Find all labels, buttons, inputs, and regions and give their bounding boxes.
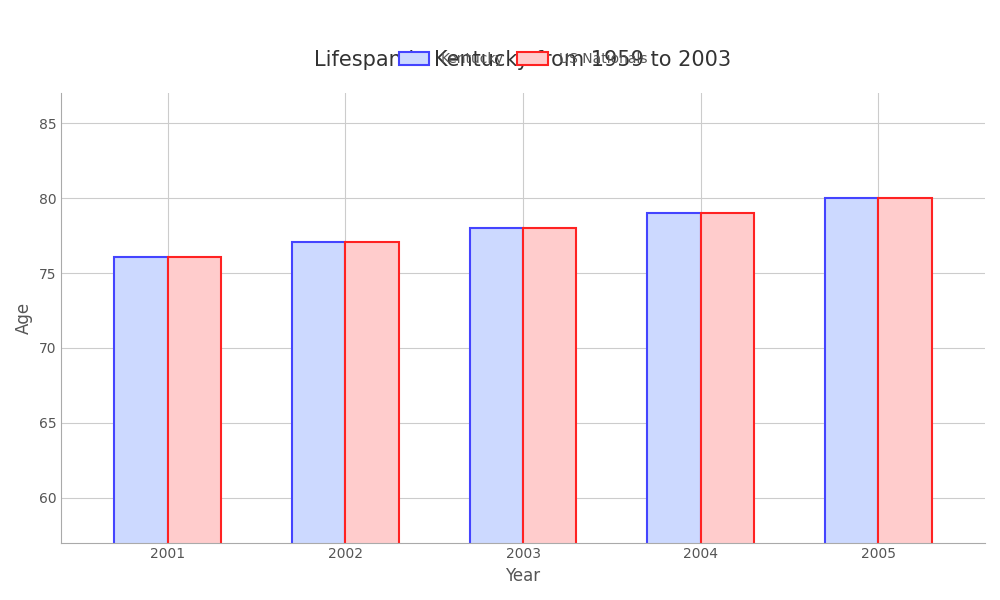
X-axis label: Year: Year [505, 567, 541, 585]
Bar [168, 257, 221, 600]
Bar [114, 257, 168, 600]
Bar [825, 198, 878, 600]
Legend: Kentucky, US Nationals: Kentucky, US Nationals [393, 47, 653, 71]
Bar [701, 213, 754, 600]
Title: Lifespan in Kentucky from 1959 to 2003: Lifespan in Kentucky from 1959 to 2003 [314, 50, 732, 70]
Bar [292, 242, 345, 600]
Bar [345, 242, 399, 600]
Y-axis label: Age: Age [15, 302, 33, 334]
Bar [878, 198, 932, 600]
Bar [470, 228, 523, 600]
Bar [523, 228, 576, 600]
Bar [647, 213, 701, 600]
